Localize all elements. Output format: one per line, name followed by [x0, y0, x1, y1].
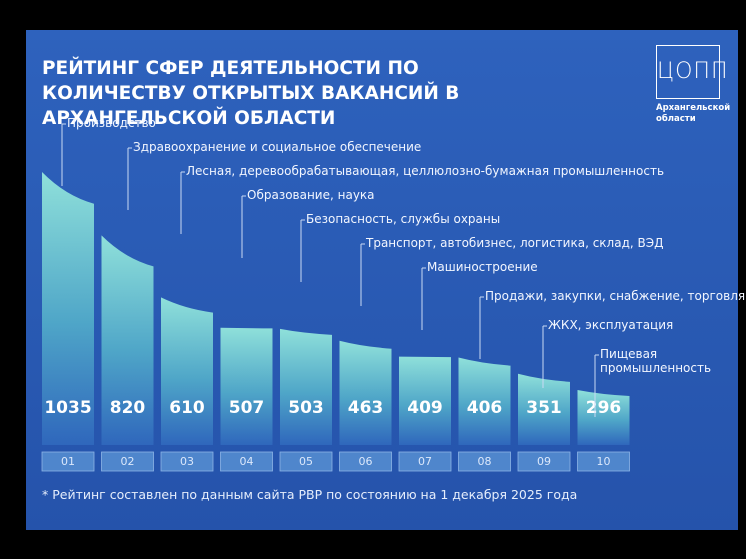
bar — [399, 356, 451, 445]
bar — [339, 340, 392, 445]
value-label: 406 — [467, 398, 503, 418]
rank-box — [41, 451, 95, 472]
category-label: Лесная, деревообрабатывающая, целлюлозно… — [186, 164, 665, 178]
rank-label: 06 — [359, 455, 373, 468]
rank-label: 04 — [240, 455, 254, 468]
rank-box — [517, 451, 571, 472]
category-label: Транспорт, автобизнес, логистика, склад,… — [366, 236, 664, 250]
rank-label: 07 — [418, 455, 432, 468]
logo-caption: Архангельской области — [656, 103, 731, 124]
logo-mark: ЦОПП — [656, 45, 727, 99]
rank-box — [577, 451, 630, 472]
category-label: Образование, наука — [247, 188, 375, 202]
category-label: Машиностроение — [427, 260, 538, 274]
category-label: Безопасность, службы охраны — [306, 212, 501, 226]
value-label: 610 — [169, 398, 205, 418]
category-label: Пищевая промышленность — [600, 347, 712, 375]
value-label: 1035 — [44, 398, 91, 418]
value-label: 507 — [229, 398, 265, 418]
bar — [518, 373, 570, 445]
footnote: * Рейтинг составлен по данным сайта РВР … — [42, 487, 578, 502]
rank-label: 02 — [121, 455, 135, 468]
rank-box — [279, 451, 333, 472]
rank-label: 01 — [61, 455, 75, 468]
rank-box — [101, 451, 154, 472]
value-label: 463 — [348, 398, 384, 418]
category-label: ЖКХ, эксплуатация — [548, 318, 674, 332]
value-label: 820 — [110, 398, 146, 418]
rank-label: 08 — [478, 455, 492, 468]
rank-label: 03 — [180, 455, 194, 468]
category-label: Продажи, закупки, снабжение, торговля — [485, 289, 746, 303]
value-label: 351 — [526, 398, 562, 418]
logo: ЦОПП Архангельской области — [656, 45, 731, 125]
bar — [42, 172, 94, 445]
chart-title: РЕЙТИНГ СФЕР ДЕЯТЕЛЬНОСТИ ПО КОЛИЧЕСТВУ … — [42, 58, 460, 129]
rank-label: 10 — [597, 455, 611, 468]
value-label: 296 — [586, 398, 622, 418]
bar — [458, 357, 511, 445]
rank-box — [398, 451, 452, 472]
category-label: Производство — [67, 116, 156, 130]
rank-label: 09 — [537, 455, 551, 468]
category-label: Здравоохранение и социальное обеспечение — [133, 140, 422, 154]
rank-box — [339, 451, 392, 472]
rank-label: 05 — [299, 455, 313, 468]
bar — [101, 235, 154, 445]
value-label: 503 — [288, 398, 324, 418]
value-label: 409 — [407, 398, 443, 418]
bar — [280, 328, 332, 445]
bar — [161, 297, 213, 445]
rank-box — [220, 451, 273, 472]
bar — [220, 327, 273, 445]
rank-box — [458, 451, 511, 472]
bar — [577, 390, 630, 445]
rank-box — [160, 451, 214, 472]
